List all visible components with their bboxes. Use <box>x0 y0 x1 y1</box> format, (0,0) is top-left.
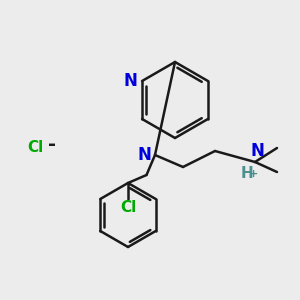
Text: Cl: Cl <box>27 140 43 155</box>
Text: H: H <box>241 167 254 182</box>
Text: N: N <box>137 146 151 164</box>
Text: -: - <box>48 134 56 154</box>
Text: N: N <box>123 72 137 90</box>
Text: N: N <box>250 142 264 160</box>
Text: Cl: Cl <box>120 200 136 215</box>
Text: +: + <box>249 169 259 179</box>
